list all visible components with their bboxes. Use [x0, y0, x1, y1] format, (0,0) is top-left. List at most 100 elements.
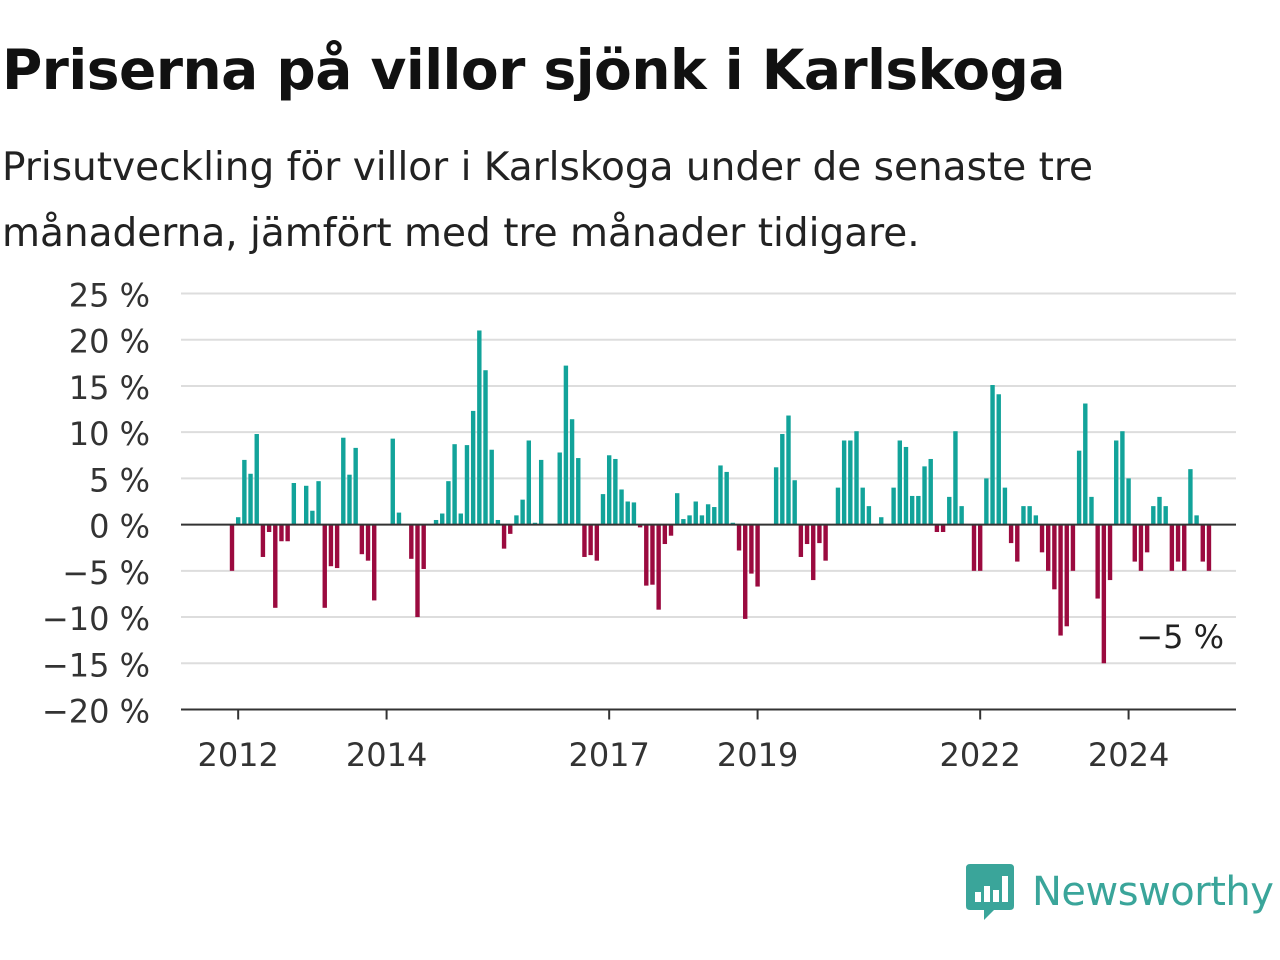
- bar: [625, 501, 630, 525]
- bar: [316, 481, 321, 525]
- bar: [501, 524, 507, 549]
- bar: [1015, 524, 1020, 562]
- bar: [773, 467, 779, 525]
- bar: [1070, 524, 1076, 571]
- bar: [458, 513, 463, 525]
- bar: [1089, 496, 1094, 525]
- x-tick-label: 2017: [568, 736, 649, 774]
- bar: [483, 370, 488, 525]
- bar: [650, 524, 655, 585]
- bar: [1076, 450, 1082, 525]
- bar: [848, 440, 853, 525]
- bar: [953, 431, 958, 525]
- bar: [724, 471, 729, 525]
- bar: [1200, 524, 1205, 562]
- bar: [977, 524, 983, 571]
- bar: [446, 481, 451, 525]
- bar: [433, 519, 439, 525]
- bar: [563, 365, 569, 525]
- chart-subtitle: Prisutveckling för villor i Karlskoga un…: [2, 145, 1094, 256]
- bar: [798, 524, 804, 557]
- bar: [681, 519, 686, 525]
- bar: [464, 445, 470, 525]
- bar: [273, 524, 278, 608]
- bar: [1027, 506, 1032, 525]
- bar: [947, 496, 952, 525]
- bar: [1120, 431, 1125, 525]
- y-tick-label: 25 %: [69, 277, 150, 315]
- axes: [181, 523, 1236, 711]
- bar: [1083, 403, 1088, 525]
- bar: [712, 507, 717, 525]
- bar: [526, 440, 531, 525]
- bar: [804, 524, 810, 545]
- bar: [557, 452, 562, 525]
- bar: [1188, 469, 1193, 525]
- bar: [508, 524, 513, 534]
- bar: [359, 524, 365, 555]
- bar: [699, 515, 705, 525]
- bar: [1114, 440, 1119, 525]
- bar: [879, 517, 884, 525]
- bar: [668, 524, 674, 536]
- bar: [1033, 515, 1039, 525]
- bar: [891, 487, 896, 525]
- bar: [334, 524, 340, 569]
- bar: [693, 501, 698, 525]
- bar: [1101, 524, 1107, 664]
- bar: [569, 419, 575, 525]
- bar: [705, 504, 711, 525]
- bar: [619, 489, 624, 525]
- bar: [1008, 524, 1014, 544]
- bar: [390, 438, 395, 525]
- last-value-label: −5 %: [1136, 618, 1224, 656]
- bar: [687, 515, 692, 525]
- bar: [600, 494, 606, 525]
- bar: [440, 513, 445, 525]
- bar: [1021, 506, 1026, 525]
- bar: [260, 524, 266, 557]
- y-tick-label: 20 %: [69, 323, 150, 361]
- bar: [928, 458, 933, 525]
- bar: [341, 437, 346, 525]
- bar: [606, 455, 612, 525]
- bar: [1169, 524, 1175, 571]
- bar: [1157, 496, 1162, 525]
- bar: [1144, 524, 1150, 553]
- bar: [841, 440, 847, 525]
- bar: [984, 478, 989, 525]
- x-tick-label: 2024: [1088, 736, 1169, 774]
- bar: [310, 510, 315, 525]
- bar: [514, 515, 519, 525]
- bar: [421, 524, 426, 569]
- bar: [1206, 524, 1212, 571]
- bar: [347, 474, 352, 525]
- bar: [242, 459, 247, 525]
- bar: [266, 524, 272, 533]
- bar: [489, 449, 494, 525]
- bar: [477, 330, 482, 525]
- y-tick-label: −5 %: [62, 554, 150, 592]
- bar: [662, 524, 668, 545]
- bar: [1132, 524, 1137, 562]
- bar: [1064, 524, 1069, 627]
- bar: [1182, 524, 1187, 571]
- bar: [1194, 515, 1199, 525]
- bar: [866, 506, 872, 525]
- bar: [755, 524, 760, 587]
- bar: [254, 434, 259, 525]
- bar: [279, 524, 284, 542]
- bar: [1046, 524, 1051, 571]
- bar-chart: 25 % 20 % 15 % 10 % 5 % 0 % −5 % −10 % −15 % −20 …: [42, 277, 1236, 774]
- bar: [328, 524, 334, 567]
- bar: [922, 466, 927, 525]
- bar: [291, 483, 297, 525]
- bar: [631, 502, 637, 525]
- bar: [854, 431, 859, 525]
- y-tick-label: 5 %: [89, 461, 150, 499]
- x-tick-label: 2014: [346, 736, 427, 774]
- bar: [860, 487, 865, 525]
- bar: [452, 444, 457, 525]
- bar: [736, 524, 742, 551]
- bar: [637, 524, 643, 528]
